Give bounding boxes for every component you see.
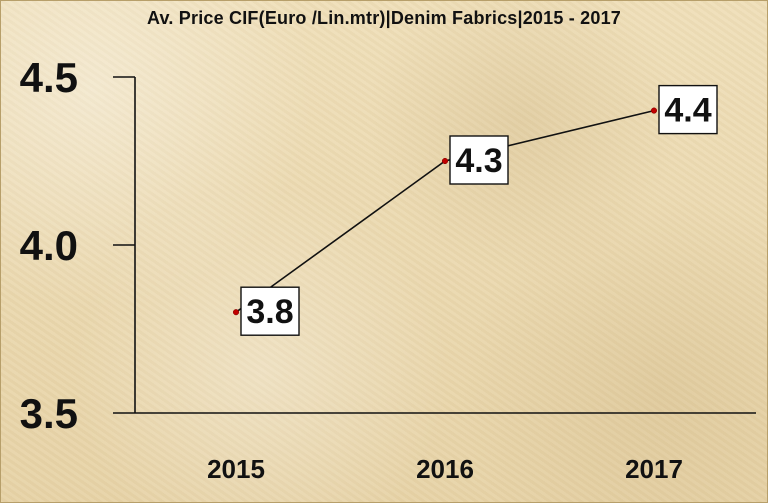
y-tick-label: 3.5 (20, 390, 78, 437)
x-tick-label: 2015 (207, 454, 265, 484)
data-label-box (240, 286, 300, 336)
data-labels: 3.8 4.3 4.4 (240, 84, 718, 336)
data-point (650, 107, 658, 114)
y-tick-label: 4.0 (20, 222, 78, 269)
x-axis-ticks: 2015 2016 2017 (207, 454, 683, 484)
chart-title: Av. Price CIF(Euro /Lin.mtr)|Denim Fabri… (146, 8, 622, 28)
x-tick-label: 2017 (625, 454, 683, 484)
y-tick-label: 4.5 (20, 54, 78, 101)
x-tick-label: 2016 (416, 454, 474, 484)
data-label-box (449, 135, 509, 185)
y-axis-ticks: 3.5 4.0 4.5 (20, 54, 135, 437)
series-line (235, 109, 655, 313)
price-series (232, 107, 658, 316)
data-label: 4.3 (455, 142, 502, 180)
data-label-box (658, 84, 718, 135)
data-label: 3.8 (246, 293, 293, 331)
data-point (441, 157, 449, 165)
data-point (232, 309, 240, 316)
data-label: 4.4 (664, 92, 711, 130)
